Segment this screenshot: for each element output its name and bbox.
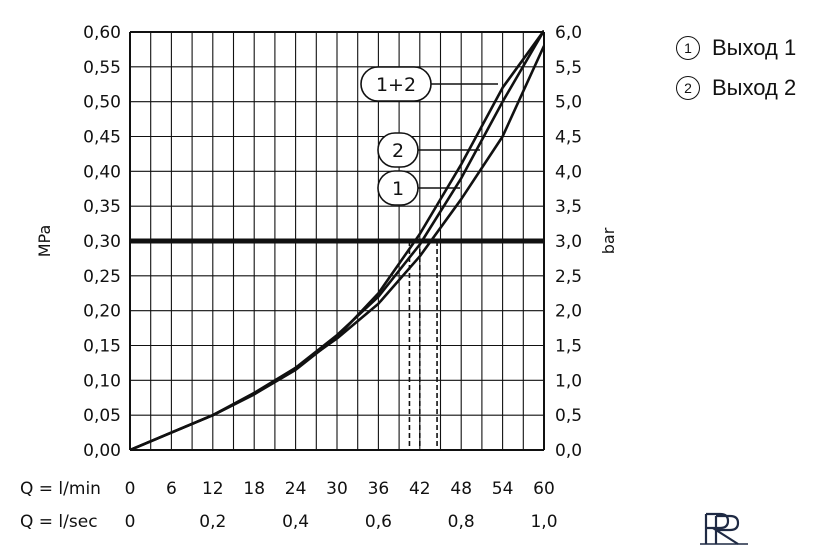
y-axis-label-left: MPa [35,225,54,258]
x-ticks-lsec: 0 0,2 0,4 0,6 0,8 1,0 [125,512,558,532]
y-tick-right: 3,0 [555,232,582,252]
y-tick-left: 0,60 [83,23,121,43]
y-tick-right: 2,0 [555,302,582,322]
x-tick-lmin: 36 [368,479,390,499]
y-tick-left: 0,15 [83,337,121,357]
y-tick-left: 0,55 [83,58,121,78]
x-tick-lmin: 0 [125,479,136,499]
x-tick-lmin: 48 [450,479,472,499]
y-tick-left: 0,45 [83,128,121,148]
y-axis-label-right: bar [599,227,618,254]
x-tick-lmin: 42 [409,479,431,499]
y-tick-right: 6,0 [555,23,582,43]
y-ticks-right: 0,0 0,5 1,0 1,5 2,0 2,5 3,0 3,5 4,0 4,5 5,0 5,5 6,0 [555,23,582,461]
x-tick-lsec: 1,0 [530,512,557,532]
legend-item-1: 1 Выход 1 [676,28,796,68]
x-tick-lsec: 0,6 [365,512,392,532]
x-tick-lmin: 54 [492,479,514,499]
curve-label-badge-2 [377,132,419,168]
x-tick-lmin: 24 [285,479,307,499]
y-tick-right: 0,0 [555,441,582,461]
y-ticks-left: 0,00 0,05 0,10 0,15 0,20 0,25 0,30 0,35 0,40 0,45… [83,23,121,461]
y-tick-right: 4,5 [555,128,582,148]
x-ticks-lmin: 0 6 12 18 24 30 36 42 48 54 60 [125,479,555,499]
x-tick-lmin: 18 [243,479,265,499]
y-tick-left: 0,25 [83,267,121,287]
legend-label-1: Выход 1 [712,35,797,60]
series-curves [130,30,544,450]
x-tick-lsec: 0,2 [199,512,226,532]
y-tick-left: 0,35 [83,197,121,217]
brand-logo: PR [700,512,748,545]
curve-label-badge-1+2 [360,66,432,102]
y-tick-left: 0,20 [83,302,121,322]
y-tick-right: 5,0 [555,93,582,113]
y-tick-right: 1,5 [555,337,582,357]
y-tick-right: 4,0 [555,162,582,182]
y-tick-right: 5,5 [555,58,582,78]
curve-label-1: 1 [392,178,404,200]
y-tick-left: 0,40 [83,162,121,182]
curve-label-1+2: 1+2 [376,74,416,96]
legend-label-2: Выход 2 [712,75,797,100]
x-tick-lmin: 60 [533,479,555,499]
y-tick-left: 0,50 [83,93,121,113]
x-tick-lsec: 0,4 [282,512,309,532]
y-tick-left: 0,10 [83,371,121,391]
legend-marker-1: 1 [676,36,700,60]
y-tick-right: 1,0 [555,371,582,391]
legend: 1 Выход 1 2 Выход 2 [676,28,796,108]
x-tick-lmin: 12 [202,479,224,499]
y-tick-right: 3,5 [555,197,582,217]
curve-labels: 1+2 2 1 [360,66,498,206]
y-tick-right: 0,5 [555,406,582,426]
y-tick-left: 0,30 [83,232,121,252]
y-tick-right: 2,5 [555,267,582,287]
curve-label-badge-1 [377,170,419,206]
x-tick-lmin: 30 [326,479,348,499]
x-axis-label-lmin: Q = l/min [20,479,101,499]
x-tick-lsec: 0,8 [448,512,475,532]
x-tick-lsec: 0 [125,512,136,532]
legend-marker-2: 2 [676,76,700,100]
x-tick-lmin: 6 [166,479,177,499]
y-tick-left: 0,05 [83,406,121,426]
x-axis-label-lsec: Q = l/sec [20,512,98,532]
curve-label-2: 2 [392,140,404,162]
series-line-1+2 [130,30,544,450]
reference-dropdown-lines [408,241,438,450]
y-tick-left: 0,00 [83,441,121,461]
legend-item-2: 2 Выход 2 [676,68,796,108]
